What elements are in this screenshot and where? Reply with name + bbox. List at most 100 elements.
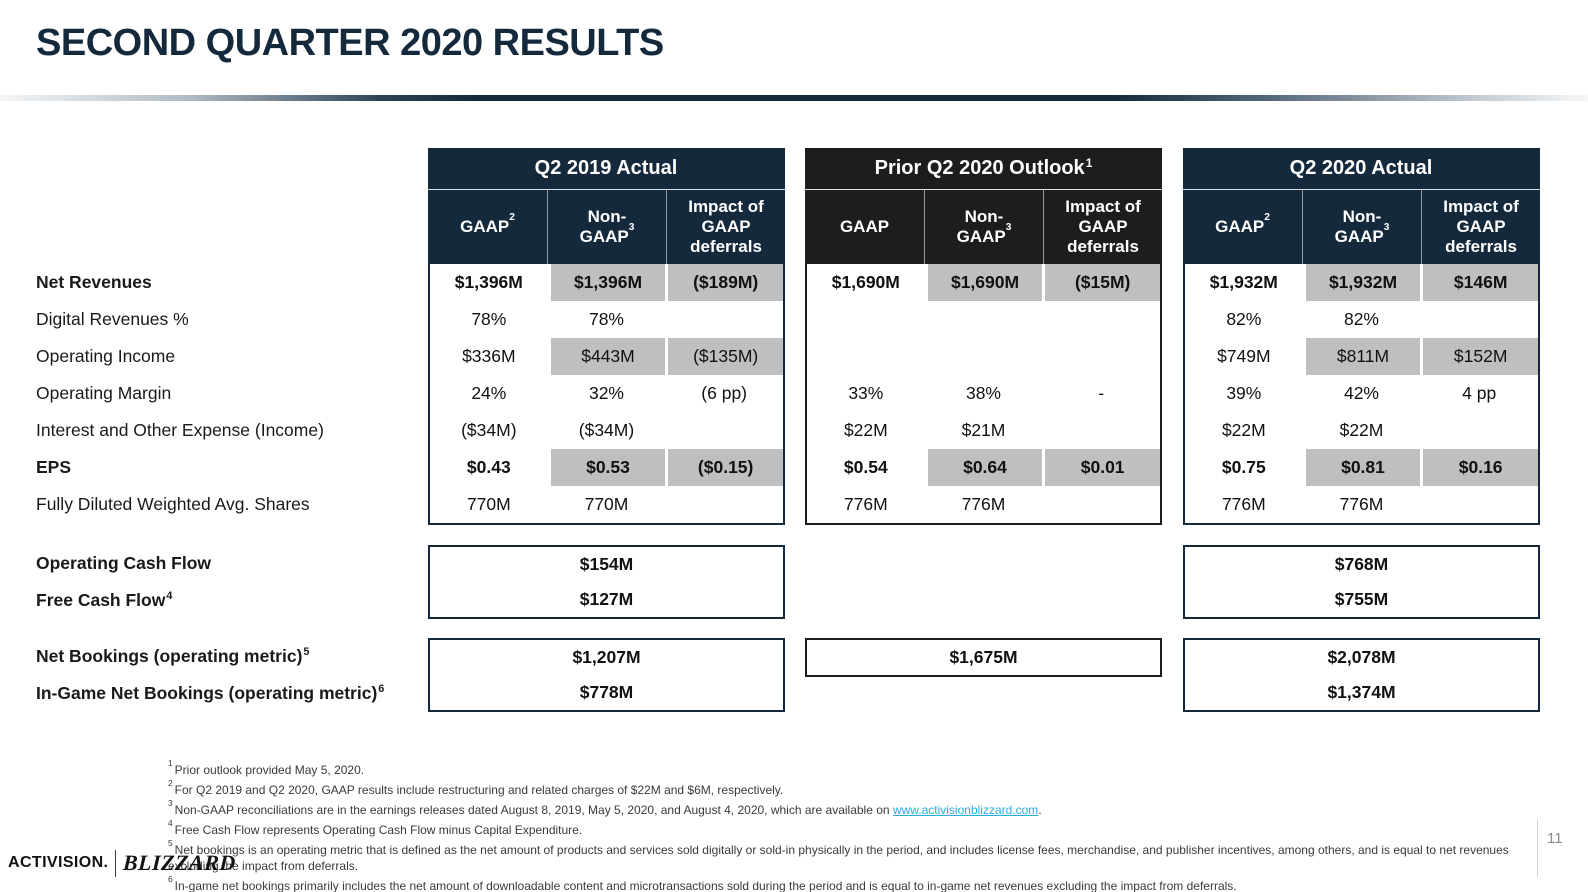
cell: $22M	[1339, 420, 1384, 440]
table-body-outlook: $1,690M $1,690M ($15M) 33% 38% - $22M	[805, 264, 1162, 525]
cell: ($34M)	[461, 420, 517, 440]
cell	[1420, 412, 1538, 449]
footnote-6: 6In-game net bookings primarily includes…	[168, 873, 1237, 892]
row-label-operating-margin: Operating Margin	[36, 383, 172, 403]
cell	[1042, 486, 1160, 523]
cashflow-box-q2-2019: $154M $127M	[428, 545, 785, 619]
cell	[665, 412, 783, 449]
cell: $0.43	[466, 457, 511, 477]
cell: (6 pp)	[701, 383, 748, 403]
table-row: 39% 42% 4 pp	[1185, 375, 1538, 412]
bookings-value: $2,078M	[1327, 647, 1396, 667]
table-body-q2-2020: $1,932M $1,932M $146M 82% 82% $749M $811…	[1183, 264, 1540, 525]
cell: 42%	[1343, 383, 1379, 403]
cell: $1,932M	[1302, 264, 1421, 301]
footnote-3: 3Non-GAAP reconciliations are in the ear…	[168, 797, 1042, 817]
cell: $443M	[547, 338, 666, 375]
cell: $146M	[1420, 264, 1538, 301]
cell: $152M	[1420, 338, 1538, 375]
col-header-gaap: GAAP	[839, 216, 890, 236]
blizzard-logo: BLIZZARD	[122, 850, 237, 875]
cell: 32%	[588, 383, 624, 403]
footnote-2: 2For Q2 2019 and Q2 2020, GAAP results i…	[168, 777, 784, 797]
bookings-value: $778M	[579, 682, 634, 702]
col-header-gaap: GAAP2	[460, 212, 515, 236]
cashflow-labels: Operating Cash Flow Free Cash Flow 4	[36, 545, 426, 619]
row-label-interest-other-expense: Interest and Other Expense (Income)	[36, 420, 324, 440]
table-row: $0.75 $0.81 $0.16	[1185, 449, 1538, 486]
table-prior-q2-2020-outlook: Prior Q2 2020 Outlook 1 GAAP Non-GAAP3 Im…	[805, 148, 1162, 525]
title-divider	[0, 95, 1588, 101]
row-label-eps: EPS	[36, 457, 72, 477]
bookings-labels: Net Bookings (operating metric) 5 In-Game…	[36, 638, 426, 712]
activisionblizzard-link[interactable]: www.activisionblizzard.com	[892, 803, 1039, 817]
row-label-fully-diluted-shares: Fully Diluted Weighted Avg. Shares	[36, 494, 310, 514]
table-row: $1,690M $1,690M ($15M)	[807, 264, 1160, 301]
cell	[807, 301, 925, 338]
table-row	[807, 338, 1160, 375]
col-header-impact: Impact of GAAP deferrals	[1043, 190, 1162, 264]
cell: $0.75	[1221, 457, 1266, 477]
cell: $0.64	[924, 449, 1043, 486]
cell: 82%	[1226, 309, 1262, 329]
cell: 776M	[1221, 494, 1266, 514]
table-row: $22M $21M	[807, 412, 1160, 449]
cell: 776M	[843, 494, 888, 514]
cell: ($34M)	[578, 420, 635, 440]
activision-logo: ACTIVISION.	[8, 854, 109, 871]
cell: 770M	[584, 494, 629, 514]
cashflow-value: $127M	[579, 589, 634, 609]
table-row: 776M 776M	[807, 486, 1160, 523]
cell: $1,690M	[831, 272, 900, 292]
table-q2-2019-actual: Q2 2019 Actual GAAP2 Non-GAAP3 Impact of…	[428, 148, 785, 525]
cell: 78%	[588, 309, 624, 329]
col-header-non-gaap: Non-GAAP3	[924, 190, 1043, 264]
cell: $1,690M	[924, 264, 1043, 301]
cell: $1,396M	[454, 272, 523, 292]
table-subheader-q2-2020: GAAP2 Non-GAAP3 Impact of GAAP deferrals	[1183, 190, 1540, 264]
bookings-value: $1,374M	[1327, 682, 1396, 702]
table-subheader-outlook: GAAP Non-GAAP3 Impact of GAAP deferrals	[805, 190, 1162, 264]
cell: -	[1098, 383, 1105, 403]
cell: $749M	[1217, 346, 1271, 366]
cashflow-box-q2-2020: $768M $755M	[1183, 545, 1540, 619]
row-label-digital-revenues: Digital Revenues %	[36, 309, 189, 329]
cell: 770M	[466, 494, 511, 514]
cell	[1042, 412, 1160, 449]
cell: 4 pp	[1462, 383, 1497, 403]
cell	[665, 486, 783, 523]
cell: 78%	[471, 309, 507, 329]
bookings-value: $1,207M	[572, 647, 641, 667]
cell: 33%	[848, 383, 884, 403]
footnote-5: 5Net bookings is an operating metric tha…	[168, 837, 1509, 873]
table-row: 33% 38% -	[807, 375, 1160, 412]
cell	[1420, 486, 1538, 523]
table-row: 78% 78%	[430, 301, 783, 338]
cell: $21M	[961, 420, 1006, 440]
table-row: $0.54 $0.64 $0.01	[807, 449, 1160, 486]
table-row: 776M 776M	[1185, 486, 1538, 523]
bookings-box-outlook: $1,675M	[805, 638, 1162, 677]
cell: $336M	[462, 346, 516, 366]
metric-labels: Net Revenues Digital Revenues % Operatin…	[36, 264, 426, 523]
page-title: SECOND QUARTER 2020 RESULTS	[36, 22, 664, 64]
activision-blizzard-logo: ACTIVISION. BLIZZARD	[8, 846, 237, 880]
table-row: $22M $22M	[1185, 412, 1538, 449]
cell	[1420, 301, 1538, 338]
cell	[665, 301, 783, 338]
bookings-value: $1,675M	[949, 647, 1018, 667]
cell	[807, 338, 925, 375]
table-row	[807, 301, 1160, 338]
table-header-outlook: Prior Q2 2020 Outlook 1	[805, 148, 1162, 190]
cell: ($15M)	[1042, 264, 1160, 301]
row-label-free-cash-flow: Free Cash Flow 4	[36, 589, 173, 610]
row-label-in-game-net-bookings: In-Game Net Bookings (operating metric) 6	[36, 682, 385, 703]
cashflow-value: $768M	[1334, 554, 1389, 574]
cell: $0.54	[843, 457, 888, 477]
cell: $1,396M	[547, 264, 666, 301]
cell: 776M	[1339, 494, 1384, 514]
bookings-box-q2-2019: $1,207M $778M	[428, 638, 785, 712]
cell: 82%	[1343, 309, 1379, 329]
col-header-gaap: GAAP2	[1215, 212, 1270, 236]
cell	[925, 338, 1043, 375]
